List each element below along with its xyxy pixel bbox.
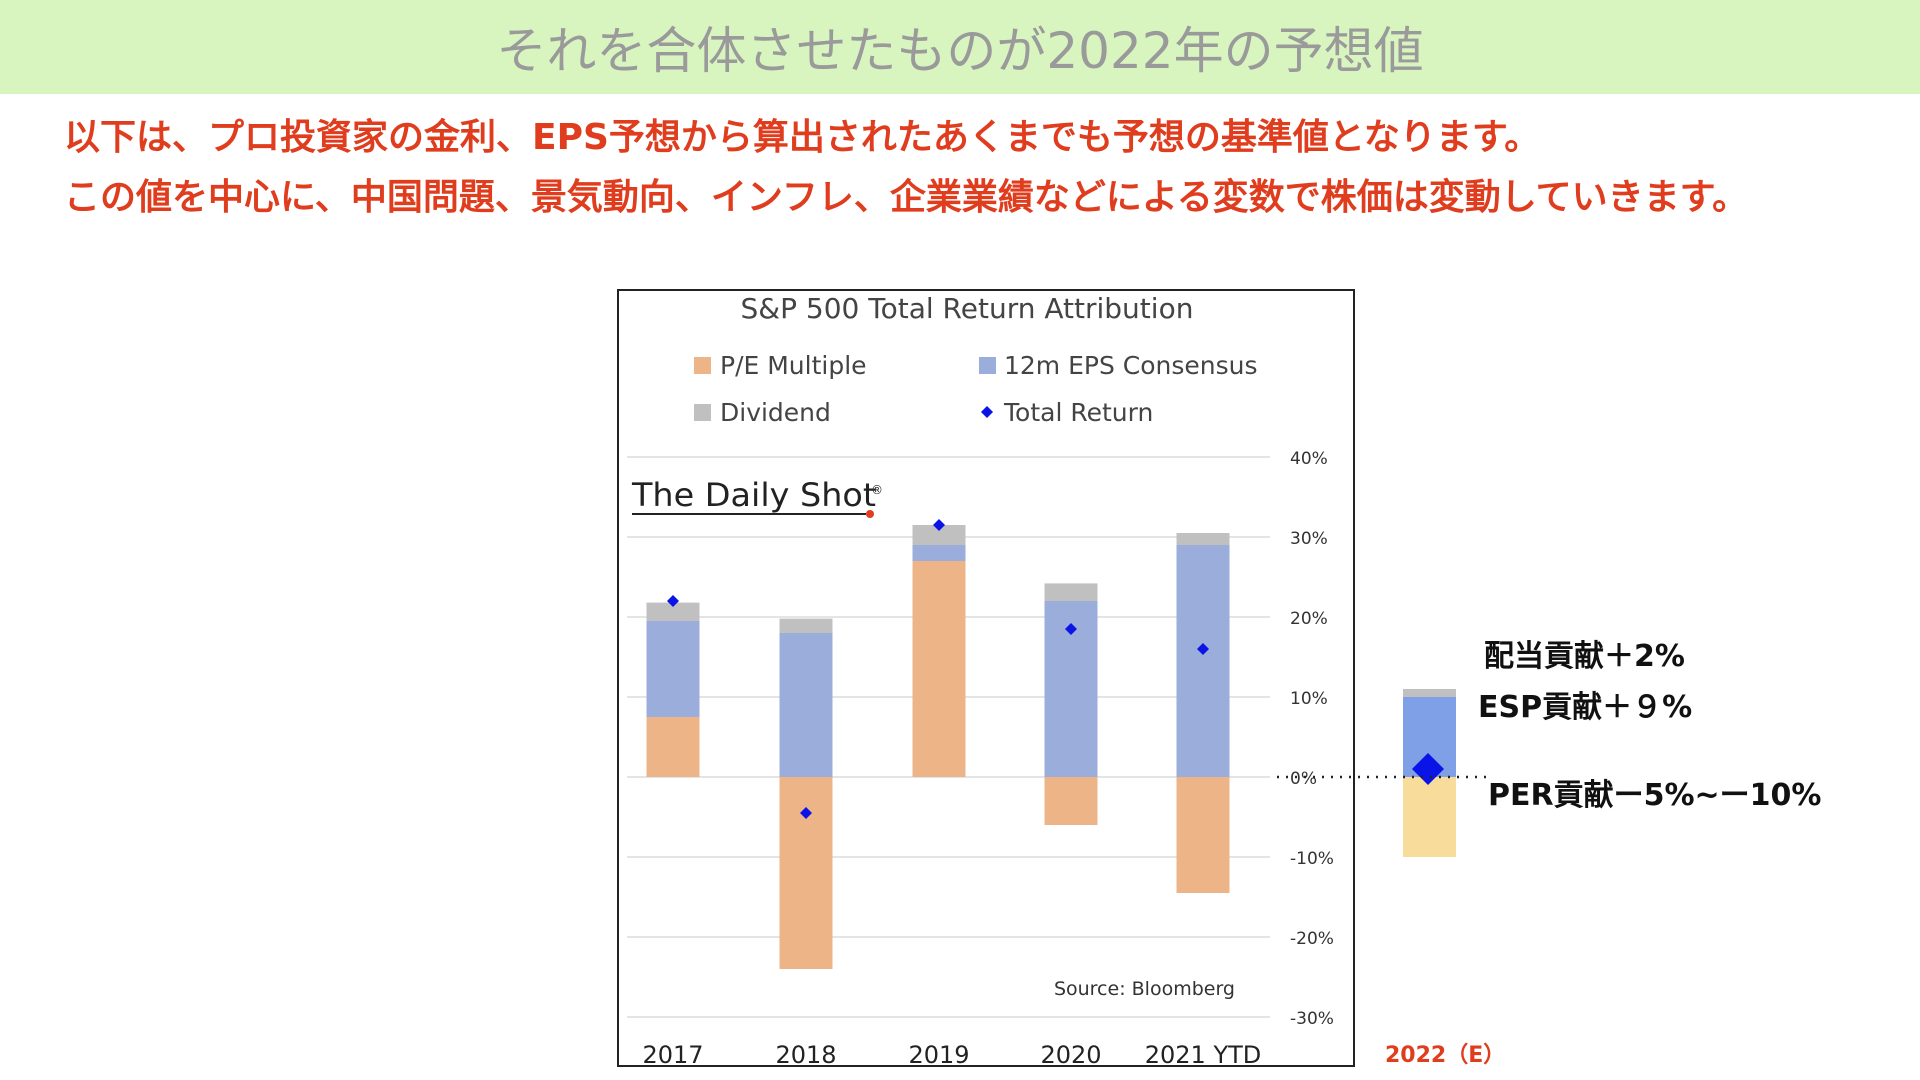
header-banner: それを合体させたものが2022年の予想値 — [0, 0, 1920, 94]
bar-pe — [1176, 777, 1230, 893]
annotation-dividend: 配当貢献＋2% — [1484, 639, 1685, 674]
bar-eps — [646, 621, 700, 717]
x-tick-label: 2021 YTD — [1145, 1041, 1262, 1069]
legend-label-eps: 12m EPS Consensus — [1004, 351, 1258, 380]
total-return-point — [667, 595, 679, 607]
forecast-bar-dividend — [1403, 689, 1456, 697]
y-tick-label: -30% — [1290, 1009, 1334, 1029]
page-title: それを合体させたものが2022年の予想値 — [496, 22, 1424, 80]
bar-dividend — [912, 525, 966, 545]
chart-title: S&P 500 Total Return Attribution — [741, 292, 1194, 325]
bar-dividend — [1044, 583, 1098, 601]
legend-swatch-dividend — [694, 404, 711, 421]
bar-pe — [912, 561, 966, 777]
legend-label-dividend: Dividend — [720, 398, 831, 427]
x-tick-label: 2019 — [908, 1041, 969, 1069]
bar-dividend — [1176, 533, 1230, 545]
x-tick-label: 2018 — [775, 1041, 836, 1069]
source-note: Source: Bloomberg — [1054, 978, 1235, 1000]
legend-label-total: Total Return — [1003, 398, 1153, 427]
bar-eps — [1176, 545, 1230, 777]
total-return-point — [1197, 643, 1209, 655]
x-tick-label: 2017 — [642, 1041, 703, 1069]
bar-dividend — [646, 602, 700, 621]
bar-eps — [779, 633, 833, 777]
annotation-per: PER貢献ー5%~ー10% — [1488, 778, 1822, 813]
bar-eps — [912, 545, 966, 561]
annotation-eps: ESP貢献＋９% — [1478, 690, 1693, 725]
logo-dot — [866, 510, 874, 518]
total-return-point — [1065, 623, 1077, 635]
logo-text: The Daily Shot — [631, 476, 876, 514]
legend-swatch-eps — [979, 357, 996, 374]
subtitle-line-2: この値を中心に、中国問題、景気動向、インフレ、企業業績などによる変数で株価は変動… — [64, 177, 1749, 218]
legend-swatch-pe — [694, 357, 711, 374]
total-return-point — [800, 807, 812, 819]
bar-pe — [1044, 777, 1098, 825]
bar-pe — [646, 717, 700, 777]
total-return-point — [933, 519, 945, 531]
y-tick-label: 0% — [1290, 769, 1317, 789]
bar-pe — [779, 777, 833, 969]
subtitle-line-1: 以下は、プロ投資家の金利、EPS予想から算出されたあくまでも予想の基準値となりま… — [64, 117, 1541, 158]
y-tick-label: -10% — [1290, 849, 1334, 869]
logo-mark: ® — [871, 483, 883, 497]
forecast-bar-per — [1403, 777, 1456, 857]
forecast-label: 2022（E） — [1385, 1043, 1506, 1068]
bar-dividend — [779, 618, 833, 633]
y-tick-label: 30% — [1290, 529, 1328, 549]
y-tick-label: 20% — [1290, 609, 1328, 629]
legend-marker-total — [981, 406, 993, 418]
y-tick-label: 10% — [1290, 689, 1328, 709]
x-tick-label: 2020 — [1040, 1041, 1101, 1069]
y-tick-label: 40% — [1290, 449, 1328, 469]
y-tick-label: -20% — [1290, 929, 1334, 949]
legend-label-pe: P/E Multiple — [720, 351, 867, 380]
forecast-total-marker — [1412, 753, 1444, 785]
